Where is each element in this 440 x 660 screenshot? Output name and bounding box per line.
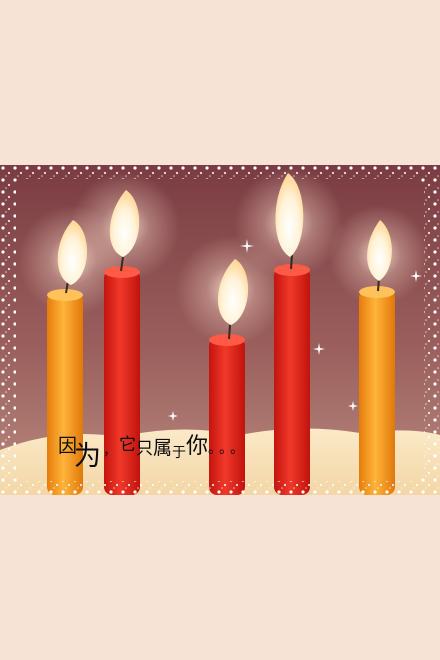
caption-char: 因	[58, 435, 78, 457]
caption-ellipsis: 。。。	[208, 441, 249, 457]
caption-char: 属	[153, 437, 173, 459]
candles-photo	[0, 165, 440, 495]
caption-char: 为	[74, 441, 102, 472]
caption-char: ，	[103, 443, 118, 459]
caption-char: 你	[186, 434, 209, 459]
caption-char: 只	[136, 439, 154, 459]
caption-char: 于	[172, 445, 187, 461]
candles-illustration	[0, 165, 440, 495]
caption: 因 为 ， 它 只 属 于 你 。。。	[58, 434, 249, 472]
caption-char: 它	[119, 435, 137, 455]
sparkle-frame	[0, 165, 440, 495]
